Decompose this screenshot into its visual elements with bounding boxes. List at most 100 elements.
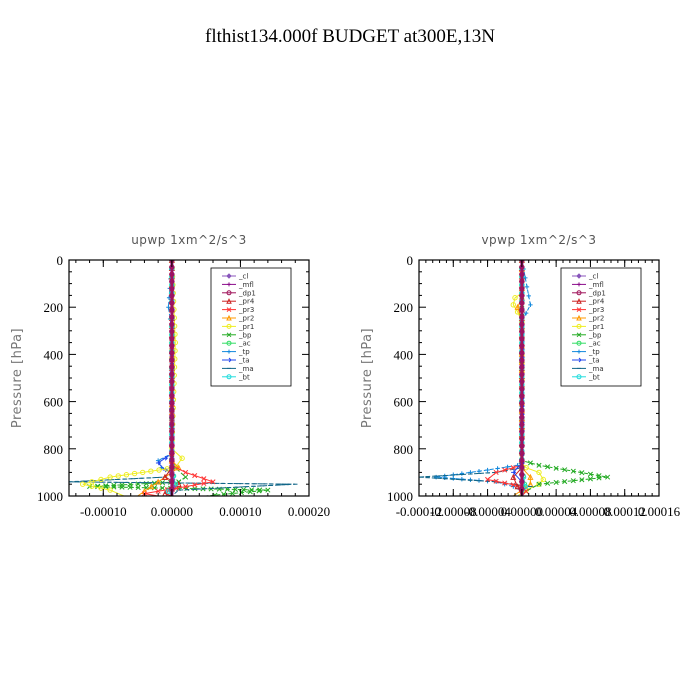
data-point	[510, 302, 516, 308]
data-point	[576, 323, 582, 329]
data-point	[169, 436, 175, 442]
y-axis-label: Pressure [hPa]	[360, 328, 375, 428]
data-point	[161, 473, 169, 480]
data-point	[519, 307, 525, 313]
y-axis-label: Pressure [hPa]	[10, 328, 25, 428]
panels: upwp 1xm^2/s^3 Pressure [hPa] 0 200 400 600 80…	[10, 233, 681, 519]
y-tick-label: 600	[394, 395, 414, 410]
data-point	[148, 483, 155, 490]
data-point	[201, 480, 207, 486]
data-point	[553, 465, 559, 471]
data-point	[175, 464, 182, 471]
data-point	[519, 357, 525, 363]
data-point	[169, 271, 175, 278]
data-point	[545, 464, 551, 470]
y-tick-label: 400	[394, 347, 414, 362]
data-point	[107, 487, 113, 493]
legend-label: _ma	[588, 365, 604, 373]
data-point	[169, 314, 175, 320]
data-point	[226, 273, 232, 279]
data-point	[485, 476, 491, 483]
data-point	[519, 407, 525, 413]
data-point	[476, 469, 482, 474]
data-point	[527, 460, 533, 466]
data-point	[527, 473, 534, 480]
y-tick-label: 600	[44, 395, 64, 410]
chart-panel-1: upwp 1xm^2/s^3 Pressure [hPa] 0 200 400 600 80…	[10, 233, 330, 519]
data-point	[155, 460, 162, 466]
data-point	[169, 371, 175, 378]
data-point	[519, 314, 525, 320]
data-point	[107, 474, 113, 480]
data-point	[519, 421, 525, 428]
legend-label: _pr2	[238, 315, 254, 323]
data-point	[240, 487, 247, 493]
data-point	[570, 478, 576, 484]
data-point	[227, 357, 232, 363]
data-point	[495, 466, 500, 471]
data-point	[127, 484, 133, 490]
data-point	[155, 488, 161, 494]
data-point	[169, 421, 175, 428]
data-point	[179, 455, 185, 461]
data-point	[459, 476, 465, 482]
data-point	[143, 481, 149, 487]
data-point	[169, 307, 175, 313]
data-point	[519, 300, 525, 306]
legend-box	[210, 267, 292, 387]
data-point	[151, 480, 157, 486]
legend: _cl_mfl_dp1_pr4_pr3_pr2_pr1_bp_ac_tp_ta_…	[560, 267, 642, 387]
data-point	[98, 485, 104, 491]
data-point	[169, 335, 175, 342]
data-point	[587, 476, 593, 482]
data-point	[519, 450, 525, 456]
data-point	[164, 466, 170, 472]
legend-label: _tp	[588, 348, 600, 356]
data-point	[519, 343, 525, 349]
data-point	[226, 290, 232, 296]
data-point	[169, 457, 175, 463]
x-tick-label: 0.00010	[219, 504, 261, 519]
data-point	[169, 400, 175, 406]
series-line-pr1	[82, 260, 183, 496]
data-point	[169, 328, 175, 335]
data-point	[519, 293, 525, 299]
data-point	[519, 443, 525, 449]
data-point	[526, 293, 531, 299]
data-point	[576, 332, 582, 338]
data-point	[587, 471, 593, 477]
legend-label: _bt	[588, 373, 600, 381]
data-point	[451, 476, 456, 481]
figure-title: flthist134.000f BUDGET at300E,13N	[205, 26, 495, 47]
data-point	[576, 290, 582, 296]
data-point	[514, 483, 521, 490]
data-point	[226, 323, 232, 329]
data-point	[169, 350, 175, 356]
data-point	[576, 307, 582, 312]
data-point	[540, 476, 546, 483]
data-point	[577, 282, 581, 287]
data-point	[519, 278, 525, 285]
data-point	[208, 486, 214, 492]
legend-box	[560, 267, 642, 387]
data-point	[169, 450, 175, 456]
panel-title: upwp 1xm^2/s^3	[131, 233, 247, 247]
data-point	[169, 464, 175, 471]
data-point	[169, 364, 175, 370]
data-point	[155, 478, 162, 485]
legend-label: _mfl	[238, 281, 254, 289]
data-point	[226, 298, 232, 304]
data-point	[519, 350, 525, 356]
data-point	[519, 321, 525, 328]
legend-label: _pr4	[588, 298, 605, 306]
data-point	[226, 314, 232, 321]
data-point	[519, 328, 525, 335]
data-point	[576, 273, 582, 279]
data-point	[577, 349, 581, 354]
legend: _cl_mfl_dp1_pr4_pr3_pr2_pr1_bp_ac_tp_ta_…	[210, 267, 292, 387]
x-tick-label: -0.00004	[464, 504, 511, 519]
data-point	[183, 484, 189, 490]
data-point	[579, 470, 585, 476]
data-point	[570, 468, 576, 474]
data-point	[169, 300, 175, 306]
